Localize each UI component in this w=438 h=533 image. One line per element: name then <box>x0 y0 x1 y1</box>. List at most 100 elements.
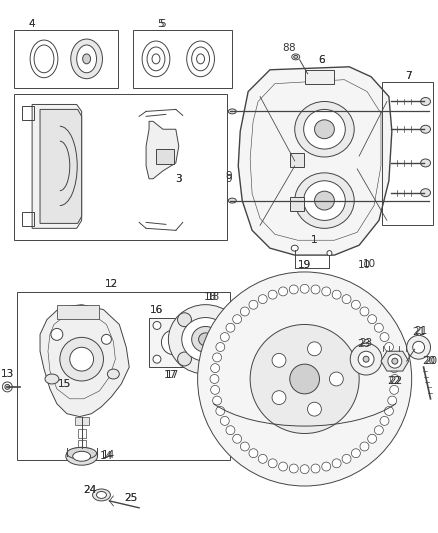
Ellipse shape <box>304 181 345 221</box>
Circle shape <box>413 341 424 353</box>
Circle shape <box>153 355 161 363</box>
Text: 22: 22 <box>387 376 400 386</box>
Ellipse shape <box>295 101 354 157</box>
Circle shape <box>392 358 398 364</box>
Text: 6: 6 <box>318 55 325 65</box>
Circle shape <box>211 385 219 394</box>
Circle shape <box>240 442 249 451</box>
Circle shape <box>351 300 360 309</box>
Circle shape <box>212 396 222 405</box>
Text: 25: 25 <box>124 493 138 503</box>
Circle shape <box>385 407 393 415</box>
Ellipse shape <box>182 318 230 361</box>
Ellipse shape <box>327 251 332 256</box>
Polygon shape <box>40 109 81 223</box>
Bar <box>22 213 34 227</box>
Circle shape <box>279 287 287 296</box>
Circle shape <box>300 284 309 293</box>
Text: 16: 16 <box>149 305 162 314</box>
Bar <box>14 30 118 87</box>
Circle shape <box>233 434 242 443</box>
Text: 23: 23 <box>360 338 373 348</box>
Text: 14: 14 <box>100 451 113 461</box>
Text: 3: 3 <box>176 174 182 184</box>
Text: 20: 20 <box>424 356 437 366</box>
Circle shape <box>220 333 229 342</box>
Ellipse shape <box>292 54 300 60</box>
Circle shape <box>220 416 229 425</box>
Text: 5: 5 <box>159 19 166 29</box>
Text: 5: 5 <box>158 19 164 29</box>
Ellipse shape <box>314 120 334 139</box>
Circle shape <box>219 313 233 327</box>
Circle shape <box>211 364 219 373</box>
Bar <box>75 417 88 425</box>
Ellipse shape <box>228 109 236 114</box>
Text: 16: 16 <box>149 305 162 314</box>
Circle shape <box>388 396 397 405</box>
Bar <box>290 153 304 167</box>
Text: 4: 4 <box>29 19 35 29</box>
Circle shape <box>226 324 235 332</box>
Ellipse shape <box>71 39 102 79</box>
Bar <box>17 292 230 461</box>
Circle shape <box>290 464 298 473</box>
Circle shape <box>367 434 377 443</box>
Circle shape <box>390 364 399 373</box>
Circle shape <box>367 314 377 324</box>
Circle shape <box>233 314 242 324</box>
Circle shape <box>350 343 382 375</box>
Ellipse shape <box>162 330 186 354</box>
Text: 22: 22 <box>389 376 403 386</box>
Circle shape <box>102 334 111 344</box>
Bar <box>78 440 85 448</box>
Text: 23: 23 <box>357 340 371 349</box>
Polygon shape <box>238 67 392 255</box>
Circle shape <box>226 426 235 435</box>
Bar <box>305 70 334 84</box>
Bar <box>14 94 227 240</box>
Ellipse shape <box>83 54 91 64</box>
Text: 18: 18 <box>204 292 217 302</box>
Circle shape <box>268 290 277 299</box>
Circle shape <box>216 343 225 351</box>
Text: 21: 21 <box>412 327 425 337</box>
Bar <box>290 197 304 211</box>
Circle shape <box>311 464 320 473</box>
Text: 17: 17 <box>164 370 177 380</box>
Ellipse shape <box>314 191 334 210</box>
Text: 6: 6 <box>318 55 325 65</box>
Bar <box>22 107 34 120</box>
Circle shape <box>332 290 341 299</box>
Circle shape <box>390 385 399 394</box>
Polygon shape <box>381 351 409 371</box>
Ellipse shape <box>304 109 345 149</box>
Circle shape <box>300 465 309 474</box>
Circle shape <box>390 375 399 383</box>
Text: 12: 12 <box>105 279 118 289</box>
Ellipse shape <box>420 98 431 106</box>
Text: 4: 4 <box>29 19 35 29</box>
Text: 17: 17 <box>166 370 180 380</box>
Text: 21: 21 <box>414 326 427 336</box>
Ellipse shape <box>295 173 354 228</box>
Ellipse shape <box>192 326 219 352</box>
Ellipse shape <box>420 125 431 133</box>
Ellipse shape <box>77 45 96 72</box>
Circle shape <box>177 352 191 366</box>
Circle shape <box>332 459 341 468</box>
Circle shape <box>290 364 319 394</box>
Text: 9: 9 <box>225 174 232 184</box>
Ellipse shape <box>420 189 431 197</box>
Circle shape <box>272 391 286 405</box>
Circle shape <box>290 285 298 294</box>
Bar <box>382 82 434 225</box>
Circle shape <box>212 353 222 362</box>
Text: 10: 10 <box>357 260 371 270</box>
Circle shape <box>322 462 331 471</box>
Text: 13: 13 <box>1 369 14 379</box>
Polygon shape <box>146 122 179 179</box>
Circle shape <box>358 351 374 367</box>
Circle shape <box>210 375 219 383</box>
Circle shape <box>307 402 321 416</box>
